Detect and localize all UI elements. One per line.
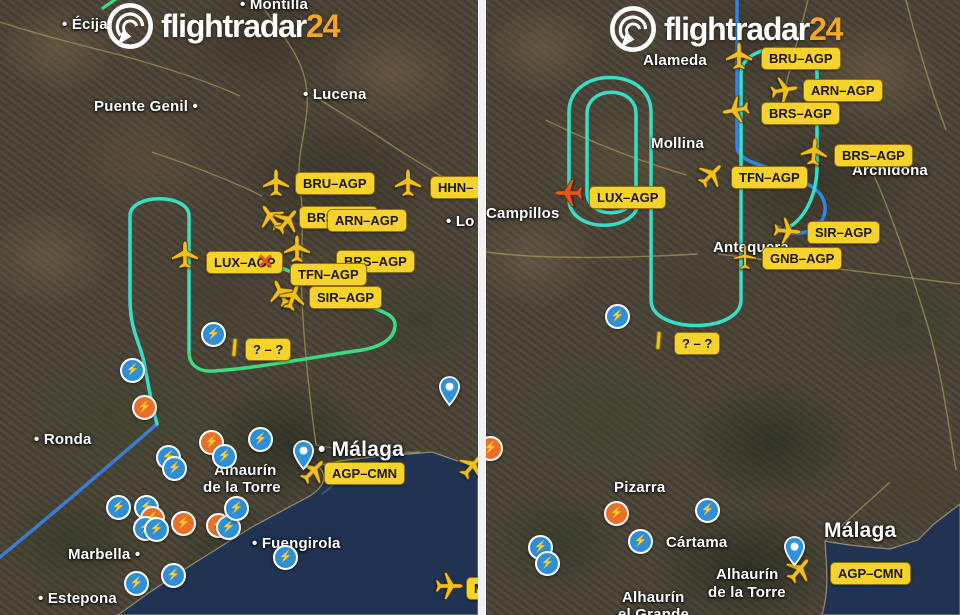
flight-label-hhn[interactable]: HHN– [430,176,478,199]
storm-icon-blue[interactable]: ⚡ [212,444,237,469]
sea-mediterranean [116,451,478,615]
aircraft-icon-sir[interactable] [771,215,804,248]
flight-label-sir-agp[interactable]: SIR–AGP [807,221,881,244]
flightradar24-logo: flightradar24 [106,2,340,50]
aircraft-icon-tfn[interactable] [282,234,312,264]
town-malaga: Málaga [824,519,897,542]
flight-label-agp-cmn[interactable]: AGP–CMN [324,462,406,485]
flight-label-brs-agp[interactable]: BRS–AGP [761,102,840,125]
storm-icon-blue[interactable]: ⚡ [248,427,273,452]
storm-icon-blue[interactable]: ⚡ [224,496,249,521]
trail-teal-holding [128,197,191,426]
map-panel-right[interactable]: flightradar24 Alameda Mollina Archidona … [486,0,960,615]
logo-suffix: 24 [809,10,843,47]
aircraft-icon-brs-2[interactable] [798,136,831,169]
town-lucena: • Lucena [303,86,367,103]
storm-icon-orange[interactable]: ⚡ [199,430,224,455]
flight-label-bru-agp[interactable]: BRU–AGP [761,47,841,70]
emergency-x-marker: ✕ [257,251,274,273]
aircraft-icon-gnb-small[interactable] [731,244,759,272]
aircraft-icon-brs[interactable] [719,93,754,128]
storm-icon-orange[interactable]: ⚡ [486,436,503,461]
aircraft-icon-lux-emergency[interactable] [554,178,584,208]
logo-suffix: 24 [306,7,340,44]
town-cartama: Cártama [666,534,728,551]
town-ronda: • Ronda [34,431,92,448]
storm-icon-orange[interactable]: ⚡ [604,501,629,526]
flight-label-unknown[interactable]: ? – ? [674,332,721,355]
storm-icon-blue[interactable]: ⚡ [161,563,186,588]
flight-label-tfn-agp[interactable]: TFN–AGP [290,263,367,286]
flight-label-arn-agp[interactable]: ARN–AGP [803,79,883,102]
town-pizarra: Pizarra [614,479,666,496]
sea-mediterranean [821,503,960,615]
storm-icon-blue[interactable]: ⚡ [120,358,145,383]
radar-icon [106,2,154,50]
town-alhaurin-grande-line2: el Grande [618,606,689,615]
town-malaga: • Málaga [318,438,404,461]
radar-icon [609,5,657,53]
flight-label-sir-agp[interactable]: SIR–AGP [309,286,383,309]
storm-icon-blue[interactable]: ⚡ [106,495,131,520]
flightradar24-logo: flightradar24 [609,5,843,53]
flight-label-unknown[interactable]: ? – ? [245,338,292,361]
town-alhaurin-torre-line2: de la Torre [708,584,786,601]
flight-label-tfn-agp[interactable]: TFN–AGP [731,166,808,189]
town-estepona: • Estepona [38,590,117,607]
town-ecija: • Écija [62,16,108,33]
map-panel-left[interactable]: flightradar24 • Montilla • Écija Puente … [0,0,478,615]
aircraft-icon-hhn[interactable] [393,168,423,198]
town-fuengirola: • Fuengirola [252,535,341,552]
storm-icon-orange[interactable]: ⚡ [171,511,196,536]
storm-icon-blue[interactable]: ⚡ [535,551,560,576]
town-puente-genil: Puente Genil • [94,98,198,115]
flight-label-arn-agp[interactable]: ARN–AGP [327,209,407,232]
town-alhaurin-torre-line1: Alhaurín [716,566,779,583]
town-alhaurin-grande-line1: Alhaurín [622,589,685,606]
trail-green-edge [101,0,118,10]
flight-label-agp-cmn[interactable]: AGP–CMN [830,562,912,585]
trail-teal-inner-loop [585,90,638,215]
location-pin-airport[interactable] [784,536,805,566]
trail-teal-main [567,46,819,328]
storm-icon-blue[interactable]: ⚡ [124,571,149,596]
location-pin-airport[interactable] [293,440,314,470]
flight-label-lux-agp[interactable]: LUX–AGP [589,186,667,209]
storm-icon-blue[interactable]: ⚡ [201,322,226,347]
flight-label-bru-agp[interactable]: BRU–AGP [295,172,375,195]
aircraft-icon-bottom-east[interactable] [434,571,464,601]
town-montilla: • Montilla [240,0,309,13]
town-campillos: Campillos [486,205,560,222]
town-alhaurin-line2: de la Torre [203,479,281,496]
aircraft-icon-bru[interactable] [261,168,291,198]
town-loja-cut: • Lo [446,213,475,230]
town-marbella: Marbella • [68,546,141,563]
logo-wordmark: flightradar [161,7,307,44]
location-pin[interactable] [439,376,460,406]
flight-label-brs-agp-2[interactable]: BRS–AGP [834,144,913,167]
flight-label-lux-agp[interactable]: LUX–AGP [206,251,284,274]
storm-icon-blue[interactable]: ⚡ [144,517,169,542]
town-alameda: Alameda [643,52,707,69]
aircraft-icon-lux[interactable] [170,240,200,270]
storm-icon-blue[interactable]: ⚡ [695,498,720,523]
town-mollina: Mollina [651,135,705,152]
flight-label-gnb-agp[interactable]: GNB–AGP [762,247,843,270]
roads [486,0,960,541]
storm-icon-orange[interactable]: ⚡ [132,395,157,420]
storm-icon-blue[interactable]: ⚡ [162,456,187,481]
flight-label-cut-fragment[interactable]: M [466,577,478,600]
storm-icon-blue[interactable]: ⚡ [605,304,630,329]
storm-icon-blue[interactable]: ⚡ [628,529,653,554]
logo-wordmark: flightradar [664,10,810,47]
trail-blue-approach [0,422,159,560]
storm-icon-blue[interactable]: ⚡ [273,545,298,570]
